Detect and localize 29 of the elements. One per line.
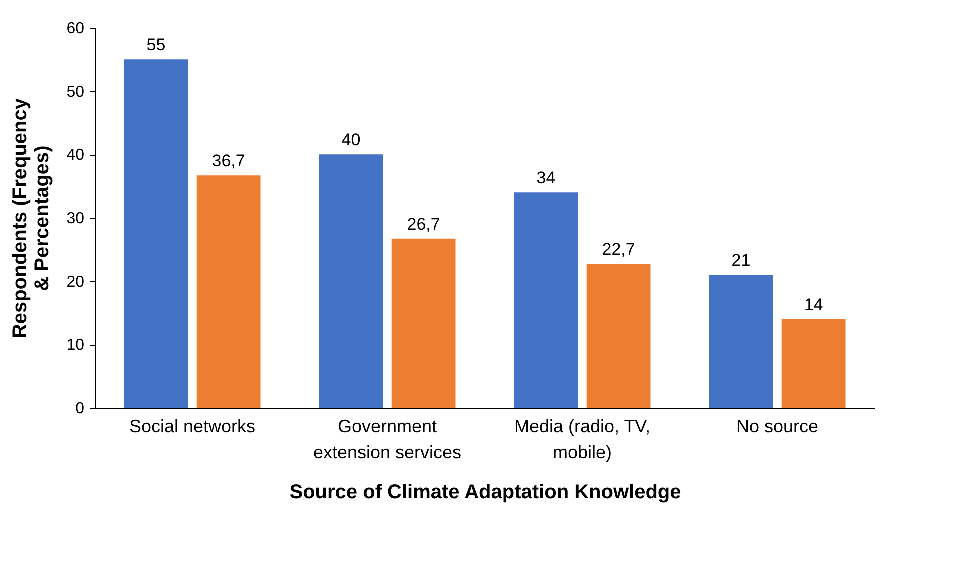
y-tick-label: 10 — [66, 337, 85, 354]
y-tick-label: 40 — [66, 147, 85, 164]
x-tick-label: Media (radio, TV, mobile) — [514, 416, 651, 462]
data-label: 21 — [732, 251, 751, 270]
y-tick-label: 30 — [66, 210, 85, 228]
data-label: 22,7 — [602, 240, 636, 260]
x-tick-label: No source — [736, 416, 819, 436]
data-label: 55 — [146, 36, 166, 55]
bar — [514, 192, 578, 408]
data-label: 36,7 — [212, 152, 246, 171]
bar — [196, 176, 261, 408]
data-label: 14 — [804, 295, 824, 314]
bar — [124, 60, 188, 408]
bar — [319, 154, 384, 408]
x-axis-title: Source of Climate Adaptation Knowledge — [290, 482, 682, 504]
y-tick-label: 0 — [76, 400, 85, 418]
x-tick-label: Government extension services — [313, 416, 462, 462]
bar — [782, 319, 846, 408]
y-axis-title: Respondents (Frequency & Percentages) — [10, 98, 54, 339]
y-tick-label: 50 — [66, 84, 85, 101]
data-label: 40 — [342, 130, 361, 150]
y-tick-label: 20 — [66, 274, 85, 291]
data-label: 26,7 — [407, 214, 440, 234]
bar — [392, 238, 456, 408]
bar — [586, 264, 651, 408]
y-tick-label: 60 — [66, 20, 85, 38]
x-tick-label: Social networks — [129, 416, 256, 436]
data-label: 34 — [536, 168, 556, 188]
bar — [709, 275, 774, 408]
